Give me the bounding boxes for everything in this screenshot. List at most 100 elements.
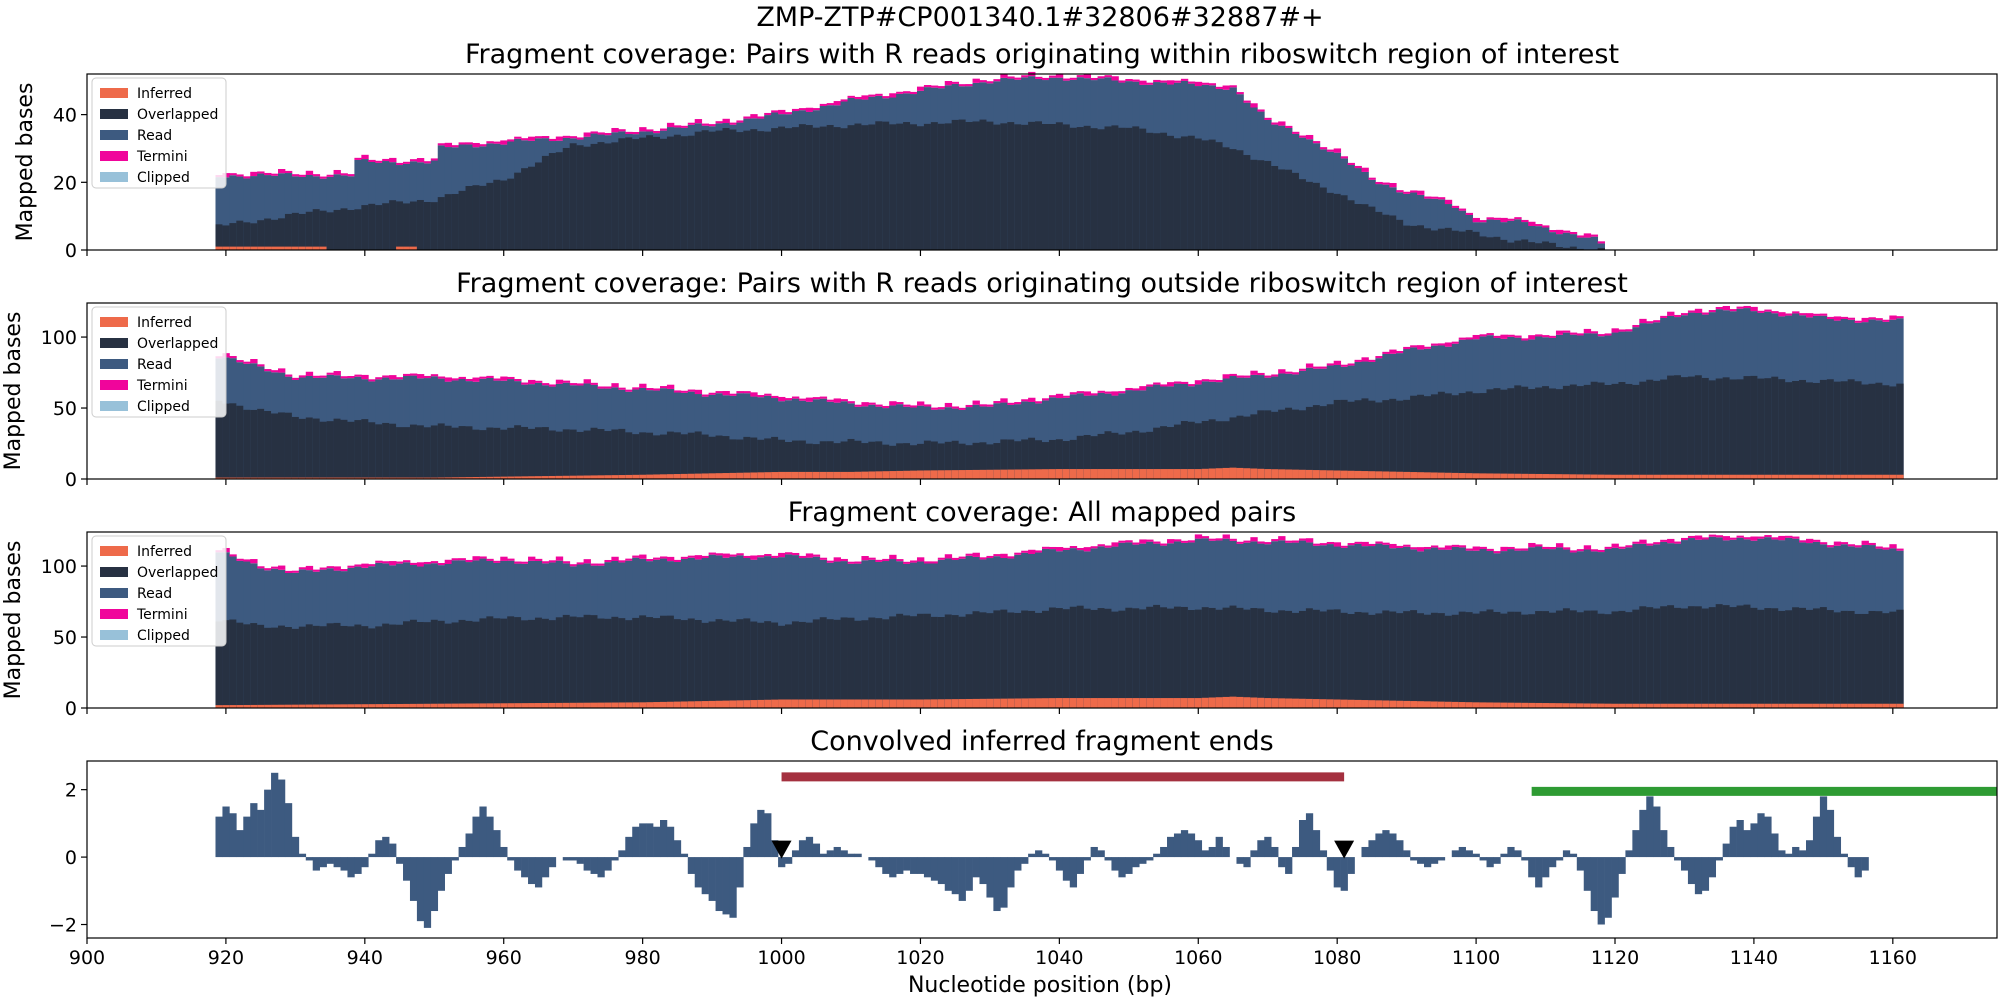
fragment-end-bar xyxy=(368,853,376,858)
termini-bar xyxy=(1125,387,1133,391)
y-axis-label: Mapped bases xyxy=(1,541,26,700)
fragment-end-bar xyxy=(833,846,841,858)
inferred-bar xyxy=(257,704,265,708)
inferred-bar xyxy=(1167,469,1175,479)
termini-bar xyxy=(743,116,751,119)
inferred-bar xyxy=(660,701,668,708)
fragment-end-bar xyxy=(889,857,897,878)
overlapped-bar xyxy=(1833,612,1842,708)
inferred-bar xyxy=(729,472,737,479)
termini-bar xyxy=(1451,544,1460,547)
termini-bar xyxy=(423,561,432,565)
overlapped-bar xyxy=(1125,607,1133,708)
inferred-bar xyxy=(548,475,557,479)
overlapped-bar xyxy=(1368,614,1376,708)
termini-bar xyxy=(264,568,272,571)
inferred-bar xyxy=(1285,698,1293,708)
fragment-end-bar xyxy=(291,836,300,858)
overlapped-bar xyxy=(1187,135,1196,250)
inferred-bar xyxy=(409,477,418,479)
inferred-bar xyxy=(1000,469,1008,479)
termini-bar xyxy=(340,376,348,379)
fragment-end-bar xyxy=(771,840,779,858)
overlapped-bar xyxy=(1458,611,1467,708)
inferred-bar xyxy=(1180,469,1189,479)
overlapped-bar xyxy=(486,427,494,479)
inferred-bar xyxy=(1861,474,1869,479)
inferred-bar xyxy=(653,702,661,708)
termini-bar xyxy=(1861,317,1869,323)
termini-bar xyxy=(1792,311,1800,314)
read-bar xyxy=(1069,394,1078,479)
overlapped-bar xyxy=(368,203,376,250)
overlapped-bar xyxy=(1208,419,1217,479)
termini-bar xyxy=(1229,538,1237,541)
inferred-bar xyxy=(826,699,835,708)
overlapped-bar xyxy=(854,440,862,479)
fragment-end-bar xyxy=(243,816,251,858)
read-bar xyxy=(1430,198,1439,250)
overlapped-bar xyxy=(576,617,584,708)
inferred-bar xyxy=(1847,474,1856,479)
fragment-end-bar xyxy=(1333,857,1341,888)
read-bar xyxy=(1500,222,1508,250)
overlapped-bar xyxy=(1368,400,1376,479)
termini-bar xyxy=(1250,370,1258,375)
termini-bar xyxy=(1590,234,1599,237)
termini-bar xyxy=(785,112,793,115)
fragment-end-bar xyxy=(882,857,890,874)
overlapped-bar xyxy=(1604,614,1612,708)
termini-bar xyxy=(305,565,314,571)
termini-bar xyxy=(819,103,828,107)
legend-swatch xyxy=(100,130,128,140)
read-bar xyxy=(284,173,293,250)
overlapped-bar xyxy=(305,624,314,708)
inferred-bar xyxy=(1354,470,1362,479)
overlapped-bar xyxy=(1424,396,1432,479)
fragment-end-bar xyxy=(1625,850,1633,858)
fragment-end-bar xyxy=(1667,846,1675,858)
inferred-bar xyxy=(437,703,446,708)
inferred-bar xyxy=(1215,697,1223,708)
overlapped-bar xyxy=(646,135,654,250)
termini-bar xyxy=(1493,217,1501,220)
inferred-bar xyxy=(1792,474,1800,479)
termini-bar xyxy=(1514,335,1522,338)
inferred-bar xyxy=(833,471,841,479)
inferred-bar xyxy=(1403,700,1411,708)
termini-bar xyxy=(1083,73,1092,79)
inferred-bar xyxy=(1667,474,1675,479)
overlapped-bar xyxy=(819,441,828,479)
inferred-bar xyxy=(660,474,668,479)
inferred-bar xyxy=(1840,703,1849,708)
termini-bar xyxy=(1528,221,1536,226)
overlapped-bar xyxy=(1069,127,1078,250)
inferred-bar xyxy=(1298,469,1307,479)
y-tick-label: 0 xyxy=(65,469,77,491)
fragment-end-bar xyxy=(1180,830,1189,858)
x-tick-label: 980 xyxy=(625,947,661,969)
inferred-bar xyxy=(1361,471,1369,479)
overlapped-bar xyxy=(1312,182,1321,250)
overlapped-bar xyxy=(1257,608,1265,708)
inferred-bar xyxy=(361,704,369,708)
inferred-bar xyxy=(1403,471,1411,479)
overlapped-bar xyxy=(1361,612,1369,708)
overlapped-bar xyxy=(416,621,425,708)
termini-bar xyxy=(653,557,661,560)
inferred-bar xyxy=(416,477,425,479)
overlapped-bar xyxy=(326,212,334,250)
termini-bar xyxy=(1361,167,1369,172)
overlapped-bar xyxy=(312,209,321,250)
overlapped-bar xyxy=(653,435,661,479)
inferred-bar xyxy=(812,471,821,479)
termini-bar xyxy=(1729,537,1737,540)
inferred-bar xyxy=(930,699,939,708)
termini-bar xyxy=(423,161,432,164)
termini-bar xyxy=(1819,313,1828,316)
overlapped-bar xyxy=(1201,607,1210,708)
overlapped-bar xyxy=(666,615,675,708)
termini-bar xyxy=(896,91,904,94)
inferred-bar xyxy=(1722,474,1730,479)
